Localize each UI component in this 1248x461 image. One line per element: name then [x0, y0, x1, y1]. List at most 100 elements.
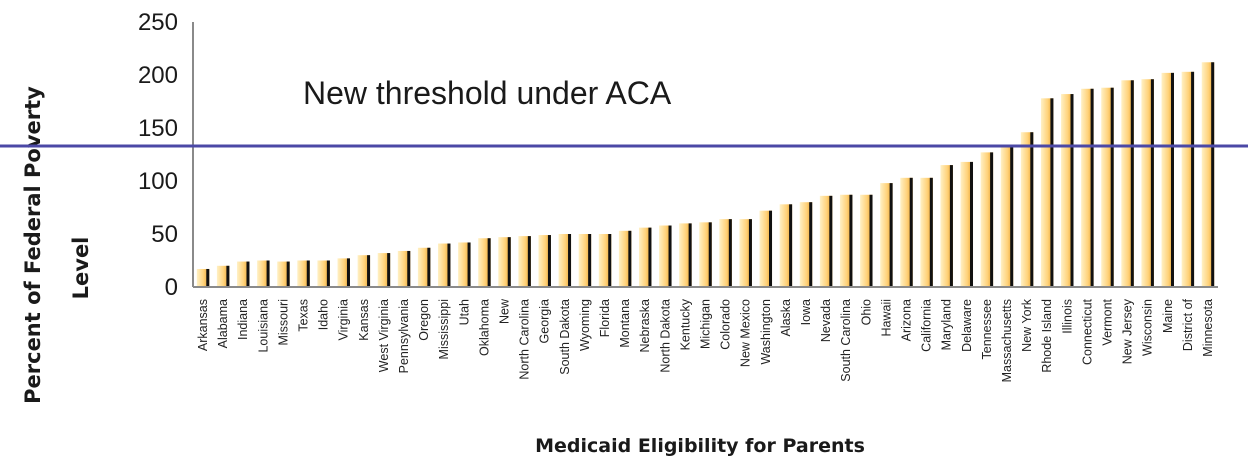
- bar-fill: [779, 204, 793, 287]
- bar: [317, 260, 330, 287]
- x-category-label: Connecticut: [1080, 298, 1094, 365]
- x-category-label: Kansas: [357, 299, 371, 341]
- bar-fill: [277, 261, 290, 287]
- bar: [1141, 79, 1154, 288]
- bar-edge: [708, 222, 712, 287]
- bar-fill: [1000, 146, 1014, 287]
- bar: [397, 250, 411, 287]
- bar-edge: [748, 219, 752, 287]
- y-tick-label: 250: [138, 9, 178, 36]
- bar-edge: [1170, 72, 1174, 287]
- bar: [719, 219, 732, 287]
- bar-edge: [306, 260, 310, 287]
- x-category-label: Wyoming: [578, 299, 592, 351]
- bar-edge: [286, 261, 290, 287]
- x-category-label: New Mexico: [739, 299, 753, 367]
- x-category-label: Maine: [1161, 299, 1175, 333]
- bar-fill: [839, 194, 853, 287]
- x-category-label: Indiana: [236, 299, 250, 340]
- x-axis-category-labels: Arkansas Alabama Indiana Louisiana Missouri T…: [196, 298, 1215, 382]
- bar: [1101, 87, 1114, 287]
- x-category-label: District of: [1181, 298, 1195, 351]
- y-tick-label: 200: [138, 62, 178, 89]
- x-category-label: Colorado: [719, 299, 733, 350]
- bar-fill: [598, 234, 612, 287]
- bar-fill: [819, 195, 833, 287]
- bar-fill: [578, 234, 592, 287]
- bar: [980, 152, 994, 287]
- x-category-label: Vermont: [1100, 298, 1114, 345]
- x-category-label: Wisconsin: [1141, 299, 1155, 356]
- bar: [337, 258, 350, 287]
- bar-fill: [659, 225, 672, 287]
- x-category-label: Iowa: [799, 299, 813, 325]
- bar-edge: [970, 161, 974, 287]
- bar-fill: [317, 260, 330, 287]
- bar-edge: [1070, 94, 1074, 287]
- bar-edge: [909, 177, 913, 287]
- y-tick-label: 50: [151, 221, 178, 248]
- bar-edge: [849, 194, 853, 287]
- bar-fill: [1161, 72, 1174, 287]
- y-axis-ticks: 0 50 100 150 200 250: [138, 9, 178, 301]
- bar-fill: [216, 265, 230, 287]
- bar: [638, 227, 652, 287]
- bar-edge: [1030, 132, 1034, 287]
- x-category-label: Georgia: [538, 299, 552, 344]
- bar: [799, 202, 813, 287]
- bar-edge: [447, 243, 451, 287]
- bar-fill: [1020, 132, 1034, 287]
- bar: [1040, 98, 1054, 287]
- bar-fill: [437, 243, 451, 287]
- x-category-label: Mississippi: [437, 299, 451, 359]
- x-category-label: Idaho: [317, 299, 331, 330]
- bar-edge: [668, 225, 672, 287]
- bar: [1201, 62, 1215, 287]
- x-category-label: Delaware: [960, 299, 974, 352]
- bar-fill: [377, 253, 391, 287]
- bar: [839, 194, 853, 287]
- bar-fill: [498, 237, 511, 287]
- bar: [779, 204, 793, 287]
- x-category-label: North Dakota: [658, 299, 672, 373]
- bar: [518, 236, 531, 287]
- bar: [237, 261, 250, 287]
- y-tick-label: 150: [138, 115, 178, 142]
- bar-edge: [688, 223, 692, 287]
- bar-fill: [880, 183, 893, 287]
- x-axis-title: Medicaid Eligibility for Parents: [535, 435, 865, 457]
- x-category-label: Maryland: [940, 299, 954, 350]
- bar: [739, 219, 752, 287]
- bar: [679, 223, 692, 287]
- bar-edge: [467, 242, 471, 287]
- x-category-label: Louisiana: [256, 299, 270, 353]
- x-category-label: Tennessee: [980, 299, 994, 360]
- x-category-label: Illinois: [1060, 299, 1074, 334]
- bar-fill: [860, 194, 873, 287]
- x-category-label: South Carolina: [839, 299, 853, 382]
- x-category-label: Texas: [297, 299, 311, 332]
- bar: [860, 194, 873, 287]
- bar-edge: [728, 219, 732, 287]
- bar: [297, 260, 310, 287]
- bar-fill: [960, 161, 974, 287]
- bar: [478, 238, 491, 287]
- bar: [558, 234, 572, 287]
- x-category-label: Minnesota: [1201, 299, 1215, 357]
- x-category-label: North Carolina: [518, 299, 532, 380]
- x-category-label: Hawaii: [879, 299, 893, 337]
- bar-edge: [648, 227, 652, 287]
- bar: [900, 177, 913, 287]
- bar-fill: [1141, 79, 1154, 288]
- bar-edge: [1110, 87, 1114, 287]
- bar: [1020, 132, 1034, 287]
- bar: [417, 247, 431, 287]
- x-category-label: Pennsylvania: [397, 299, 411, 373]
- bar: [1181, 71, 1195, 287]
- bar-edge: [527, 236, 531, 287]
- x-category-label: Nebraska: [638, 299, 652, 353]
- x-category-label: New: [498, 298, 512, 324]
- bar-fill: [1081, 88, 1094, 287]
- bar-fill: [417, 247, 431, 287]
